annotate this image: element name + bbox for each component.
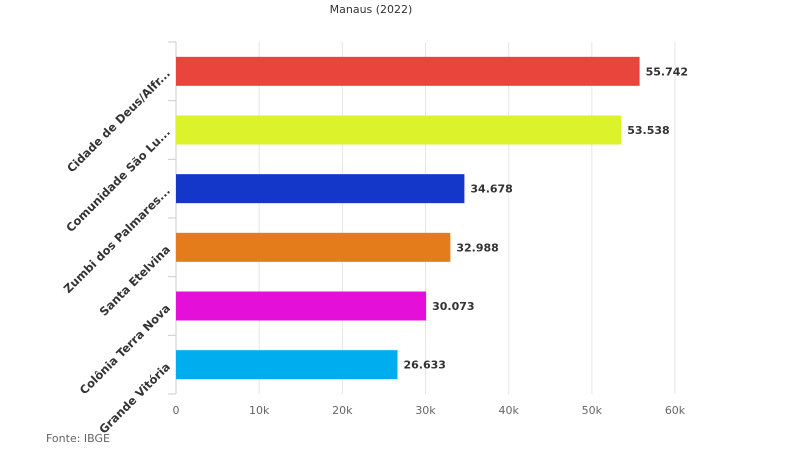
- data-label: 55.742: [646, 65, 688, 78]
- source-note: Fonte: IBGE: [46, 432, 110, 445]
- data-label: 34.678: [470, 183, 512, 196]
- bar[interactable]: [176, 174, 465, 204]
- data-label: 32.988: [456, 241, 498, 254]
- x-tick-label: 50k: [582, 404, 603, 417]
- x-tick-label: 10k: [249, 404, 270, 417]
- bar[interactable]: [176, 56, 640, 86]
- bar[interactable]: [176, 232, 451, 262]
- x-tick-label: 30k: [415, 404, 436, 417]
- category-label: Cidade de Deus/Alfr...: [64, 66, 173, 175]
- data-label: 30.073: [432, 300, 474, 313]
- data-label: 26.633: [403, 359, 445, 372]
- category-label: Comunidade São Lu...: [63, 125, 173, 235]
- chart-title: Manaus (2022): [330, 3, 413, 16]
- bar[interactable]: [176, 115, 622, 145]
- bar[interactable]: [176, 350, 398, 380]
- x-tick-label: 20k: [332, 404, 353, 417]
- x-tick-label: 60k: [665, 404, 686, 417]
- data-label: 53.538: [627, 124, 669, 137]
- bar[interactable]: [176, 291, 427, 321]
- x-tick-label: 0: [173, 404, 180, 417]
- category-label: Zumbi dos Palmares...: [61, 184, 173, 296]
- x-tick-label: 40k: [498, 404, 519, 417]
